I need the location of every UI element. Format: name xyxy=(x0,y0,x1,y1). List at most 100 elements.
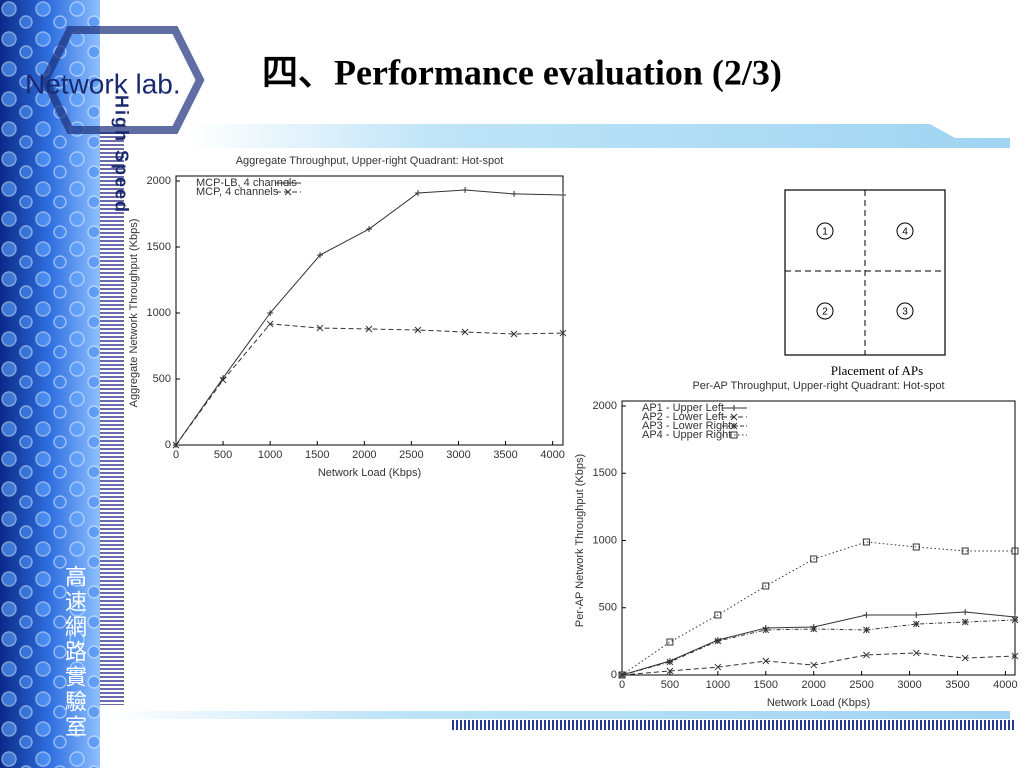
data-point xyxy=(961,654,969,662)
data-point xyxy=(366,226,373,233)
diagram-caption: Placement of APs xyxy=(831,363,923,378)
ap-circle xyxy=(896,222,914,240)
data-point xyxy=(1011,652,1019,660)
legend-label: AP4 - Upper Right xyxy=(642,429,731,441)
chart: Aggregate Throughput, Upper-right Quadra… xyxy=(128,155,567,479)
legend-label: MCP-LB, 4 channels xyxy=(196,177,297,189)
x-tick-label: 0 xyxy=(173,449,179,461)
x-tick-label: 0 xyxy=(619,679,625,691)
data-point xyxy=(560,191,566,198)
y-tick-label: 0 xyxy=(165,439,171,451)
ap-circle xyxy=(816,302,834,320)
y-tick-label: 0 xyxy=(611,669,617,681)
y-tick-label: 1000 xyxy=(147,307,171,319)
data-point xyxy=(267,310,274,316)
data-point xyxy=(762,657,770,665)
ap-circle xyxy=(896,302,914,320)
y-axis-label: Aggregate Network Throughput (Kbps) xyxy=(128,219,140,408)
data-point xyxy=(511,190,518,197)
legend-label: AP2 - Lower Left xyxy=(642,411,724,423)
x-tick-label: 1000 xyxy=(258,449,282,461)
y-tick-label: 2000 xyxy=(147,175,171,187)
data-point xyxy=(810,555,818,563)
y-tick-label: 500 xyxy=(599,602,617,614)
data-point xyxy=(863,651,870,659)
data-point xyxy=(666,667,674,675)
legend-marker xyxy=(730,431,738,439)
ap-label: 4 xyxy=(902,227,908,238)
logo-vertical: High Speed xyxy=(111,95,131,214)
data-point xyxy=(961,618,969,626)
data-point xyxy=(962,609,969,616)
x-tick-label: 1000 xyxy=(706,679,730,691)
x-tick-label: 2500 xyxy=(849,679,873,691)
y-tick-label: 1500 xyxy=(593,467,617,479)
data-point xyxy=(365,325,373,333)
data-point xyxy=(172,441,180,449)
data-point xyxy=(862,538,870,546)
data-point xyxy=(618,671,626,679)
data-point xyxy=(414,190,421,197)
chart-title: Aggregate Throughput, Upper-right Quadra… xyxy=(236,155,504,167)
y-tick-label: 500 xyxy=(153,373,171,385)
data-point xyxy=(219,376,227,384)
data-point xyxy=(714,611,722,619)
x-tick-label: 1500 xyxy=(305,449,329,461)
data-point xyxy=(912,620,920,628)
x-tick-label: 3500 xyxy=(945,679,969,691)
plot-frame xyxy=(621,400,1016,676)
series-line xyxy=(621,541,1015,676)
hatch-strip xyxy=(100,130,124,705)
data-point xyxy=(666,638,674,646)
data-point xyxy=(1011,616,1019,624)
data-point xyxy=(461,328,469,336)
legend-marker xyxy=(285,180,291,186)
footer-hatch xyxy=(450,720,1015,730)
data-point xyxy=(912,649,920,657)
data-point xyxy=(762,626,770,634)
x-tick-label: 500 xyxy=(214,449,232,461)
x-tick-label: 4000 xyxy=(993,679,1017,691)
x-tick-label: 2000 xyxy=(352,449,376,461)
chart-title: Per-AP Throughput, Upper-right Quadrant:… xyxy=(692,380,944,392)
ap-label: 2 xyxy=(822,307,828,318)
data-point xyxy=(912,543,920,551)
x-tick-label: 2500 xyxy=(399,449,423,461)
x-axis-label: Network Load (Kbps) xyxy=(318,467,421,479)
data-point xyxy=(414,326,422,334)
logo-text: Network lab. xyxy=(25,68,181,99)
y-tick-label: 2000 xyxy=(593,400,617,412)
x-axis-label: Network Load (Kbps) xyxy=(767,697,870,709)
ap-diagram: 1 4 2 3 Placement of APs xyxy=(784,189,946,378)
x-tick-label: 3500 xyxy=(493,449,517,461)
data-point xyxy=(316,324,324,332)
legend-marker xyxy=(730,413,738,421)
data-point xyxy=(863,626,870,634)
footer-band xyxy=(105,711,1010,719)
logo-hex xyxy=(40,26,205,134)
legend-label: MCP, 4 channels xyxy=(196,186,279,198)
data-point xyxy=(266,320,274,328)
y-tick-label: 1500 xyxy=(147,241,171,253)
data-point xyxy=(559,329,567,337)
x-tick-label: 2000 xyxy=(801,679,825,691)
slide-title: 四、Performance evaluation (2/3) xyxy=(262,52,782,92)
x-tick-label: 4000 xyxy=(540,449,564,461)
ap-circle xyxy=(816,222,834,240)
legend-marker xyxy=(731,405,737,411)
x-tick-label: 3000 xyxy=(897,679,921,691)
legend-label: AP3 - Lower Right xyxy=(642,420,731,432)
data-point xyxy=(863,612,870,619)
data-point xyxy=(1011,547,1019,555)
data-point xyxy=(913,612,920,619)
data-point xyxy=(810,661,818,669)
data-point xyxy=(810,625,818,633)
data-point xyxy=(666,658,674,666)
legend-label: AP1 - Upper Left xyxy=(642,402,724,414)
x-tick-label: 3000 xyxy=(446,449,470,461)
data-point xyxy=(317,252,324,259)
plot-frame xyxy=(175,175,564,446)
ap-label: 1 xyxy=(822,227,828,238)
x-tick-label: 1500 xyxy=(754,679,778,691)
data-point xyxy=(762,582,770,590)
